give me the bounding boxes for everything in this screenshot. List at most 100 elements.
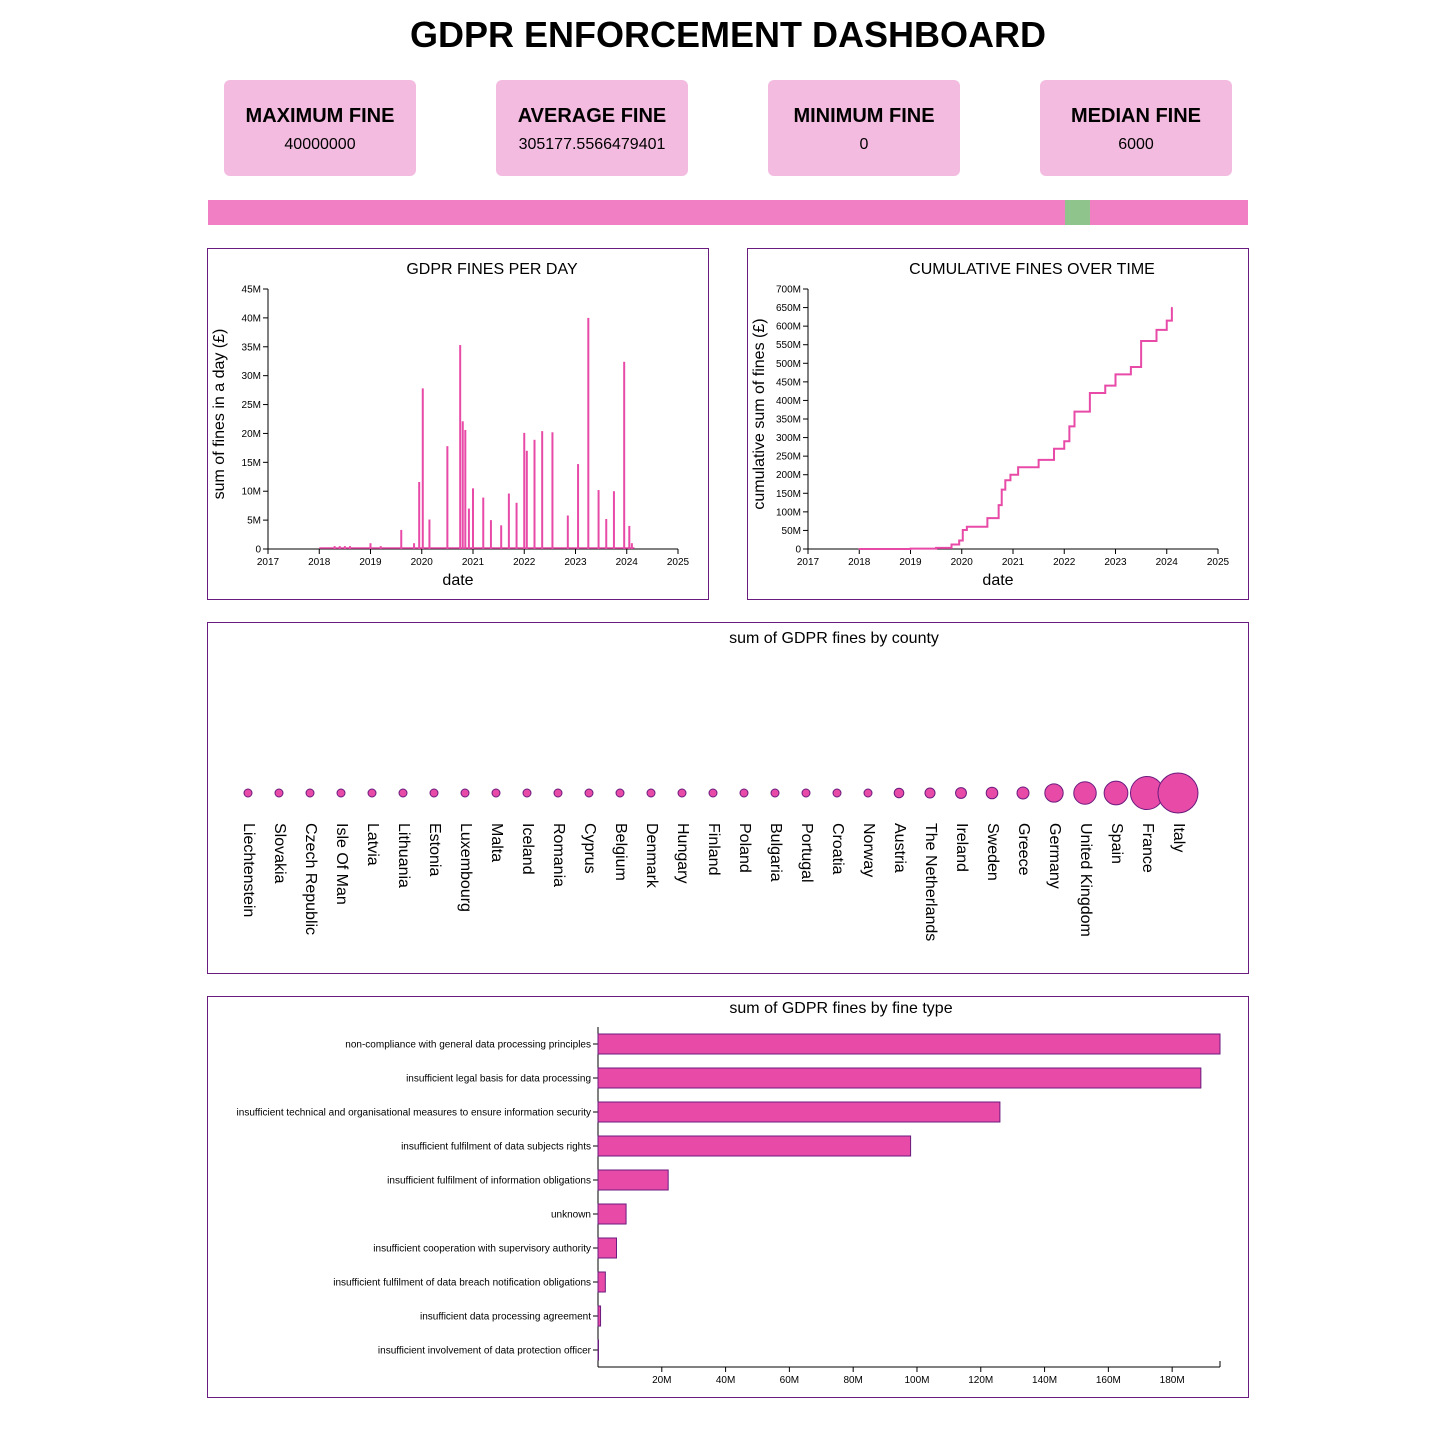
y-tick-label: insufficient fulfilment of data subjects…	[401, 1142, 591, 1153]
data-point	[1165, 319, 1168, 322]
country-bubble	[955, 787, 967, 799]
fine-type-bar	[597, 1271, 606, 1293]
data-point	[935, 547, 937, 549]
y-tick-label: 35M	[242, 342, 261, 353]
country-bubble	[677, 788, 687, 798]
data-point	[1009, 473, 1012, 476]
y-tick-label: 600M	[776, 322, 801, 333]
country-label: Iceland	[519, 823, 536, 875]
country-label: Germany	[1046, 823, 1063, 889]
country-bubble	[1103, 780, 1129, 806]
x-tick-label: 2022	[1053, 557, 1076, 568]
y-tick-label: insufficient fulfilment of data breach n…	[333, 1278, 591, 1289]
x-tick-label: 2017	[257, 557, 280, 568]
country-bubble	[367, 788, 377, 798]
y-tick-label: 300M	[776, 433, 801, 444]
data-point	[1037, 459, 1040, 461]
day-bar	[630, 543, 633, 549]
country-bubble	[1016, 786, 1030, 800]
country-bubble	[429, 788, 439, 798]
day-bar	[472, 488, 474, 549]
kpi-average-fine: AVERAGE FINE 305177.5566479401	[496, 80, 688, 176]
chart-title: sum of GDPR fines by fine type	[729, 1000, 952, 1017]
day-bar	[467, 508, 470, 549]
fine-type-bar	[597, 1135, 912, 1157]
y-tick-label: 700M	[776, 285, 801, 296]
day-bar	[515, 502, 518, 549]
country-bubble	[863, 788, 873, 798]
country-bubble	[491, 788, 501, 798]
x-tick-label: 2021	[1002, 557, 1025, 568]
day-bar	[623, 361, 626, 549]
x-tick-label: 2024	[1156, 557, 1179, 568]
country-label: Hungary	[674, 823, 691, 883]
x-tick-label: 2022	[513, 557, 536, 568]
country-label: Spain	[1108, 823, 1125, 864]
kpi-minimum-fine: MINIMUM FINE 0	[768, 80, 960, 176]
country-label: Malta	[488, 823, 505, 862]
y-tick-label: 30M	[242, 371, 261, 382]
country-label: Latvia	[364, 823, 381, 866]
data-point	[1017, 466, 1019, 469]
date-range-slider[interactable]	[208, 200, 1248, 225]
y-tick-label: insufficient data processing agreement	[420, 1312, 591, 1323]
x-tick-label: 2023	[1104, 557, 1127, 568]
data-point	[1068, 425, 1071, 428]
data-point	[997, 504, 1000, 506]
country-bubble	[1044, 783, 1064, 803]
country-bubble	[553, 788, 563, 798]
country-label: France	[1139, 823, 1156, 873]
country-bubble	[646, 788, 656, 798]
x-tick-label: 180M	[1160, 1375, 1185, 1386]
fines-by-type-panel: sum of GDPR fines by fine type 20M 40M 60M 8…	[207, 996, 1249, 1398]
country-bubble	[243, 788, 253, 798]
data-point	[909, 547, 912, 550]
day-bar	[605, 518, 608, 549]
day-bar	[587, 317, 590, 549]
y-tick-label: insufficient involvement of data protect…	[378, 1346, 592, 1357]
day-bar	[421, 388, 424, 549]
x-axis-label: date	[982, 572, 1013, 589]
x-tick-label: 2023	[564, 557, 587, 568]
y-tick-label: 450M	[776, 377, 801, 388]
data-point	[1171, 306, 1173, 309]
x-tick-label: 120M	[968, 1375, 993, 1386]
chart-title: GDPR FINES PER DAY	[406, 261, 578, 278]
country-bubble	[708, 788, 718, 798]
data-point	[858, 548, 861, 550]
y-tick-label: 500M	[776, 359, 801, 370]
data-point	[950, 543, 953, 546]
y-tick-label: 350M	[776, 415, 801, 426]
data-point	[1004, 479, 1007, 482]
kpi-label: MEDIAN FINE	[1071, 105, 1201, 127]
chart-title: sum of GDPR fines by county	[729, 630, 939, 647]
data-point	[1114, 373, 1117, 376]
day-bar	[464, 429, 467, 549]
data-point	[1130, 366, 1132, 368]
country-label: Czech Republic	[302, 823, 319, 935]
country-bubble	[832, 788, 842, 798]
chart-title: CUMULATIVE FINES OVER TIME	[909, 261, 1155, 278]
x-tick-label: 2020	[411, 557, 434, 568]
cumulative-fines-chart: CUMULATIVE FINES OVER TIME 0 50M 100M 150M 20…	[751, 261, 1230, 589]
day-bar	[428, 519, 431, 549]
x-tick-label: 100M	[904, 1375, 929, 1386]
x-tick-label: 160M	[1096, 1375, 1121, 1386]
cumulative-fines-panel: CUMULATIVE FINES OVER TIME 0 50M 100M 150M 20…	[747, 248, 1249, 600]
slider-handle[interactable]	[1065, 200, 1090, 225]
day-bar	[461, 421, 464, 549]
data-point	[986, 517, 989, 519]
country-label: The Netherlands	[922, 823, 939, 941]
country-bubble	[1157, 772, 1199, 814]
y-tick-label: 0	[255, 545, 261, 556]
kpi-value: 305177.5566479401	[518, 136, 666, 153]
page-title: GDPR ENFORCEMENT DASHBOARD	[409, 14, 1046, 55]
country-bubble	[336, 788, 346, 798]
day-bar	[541, 431, 544, 549]
country-bubble	[615, 788, 625, 798]
fine-type-bar	[597, 1169, 669, 1191]
y-tick-label: insufficient technical and organisationa…	[237, 1108, 591, 1119]
country-label: Norway	[860, 823, 877, 877]
kpi-label: MAXIMUM FINE	[245, 105, 395, 127]
x-tick-label: 2018	[848, 557, 871, 568]
